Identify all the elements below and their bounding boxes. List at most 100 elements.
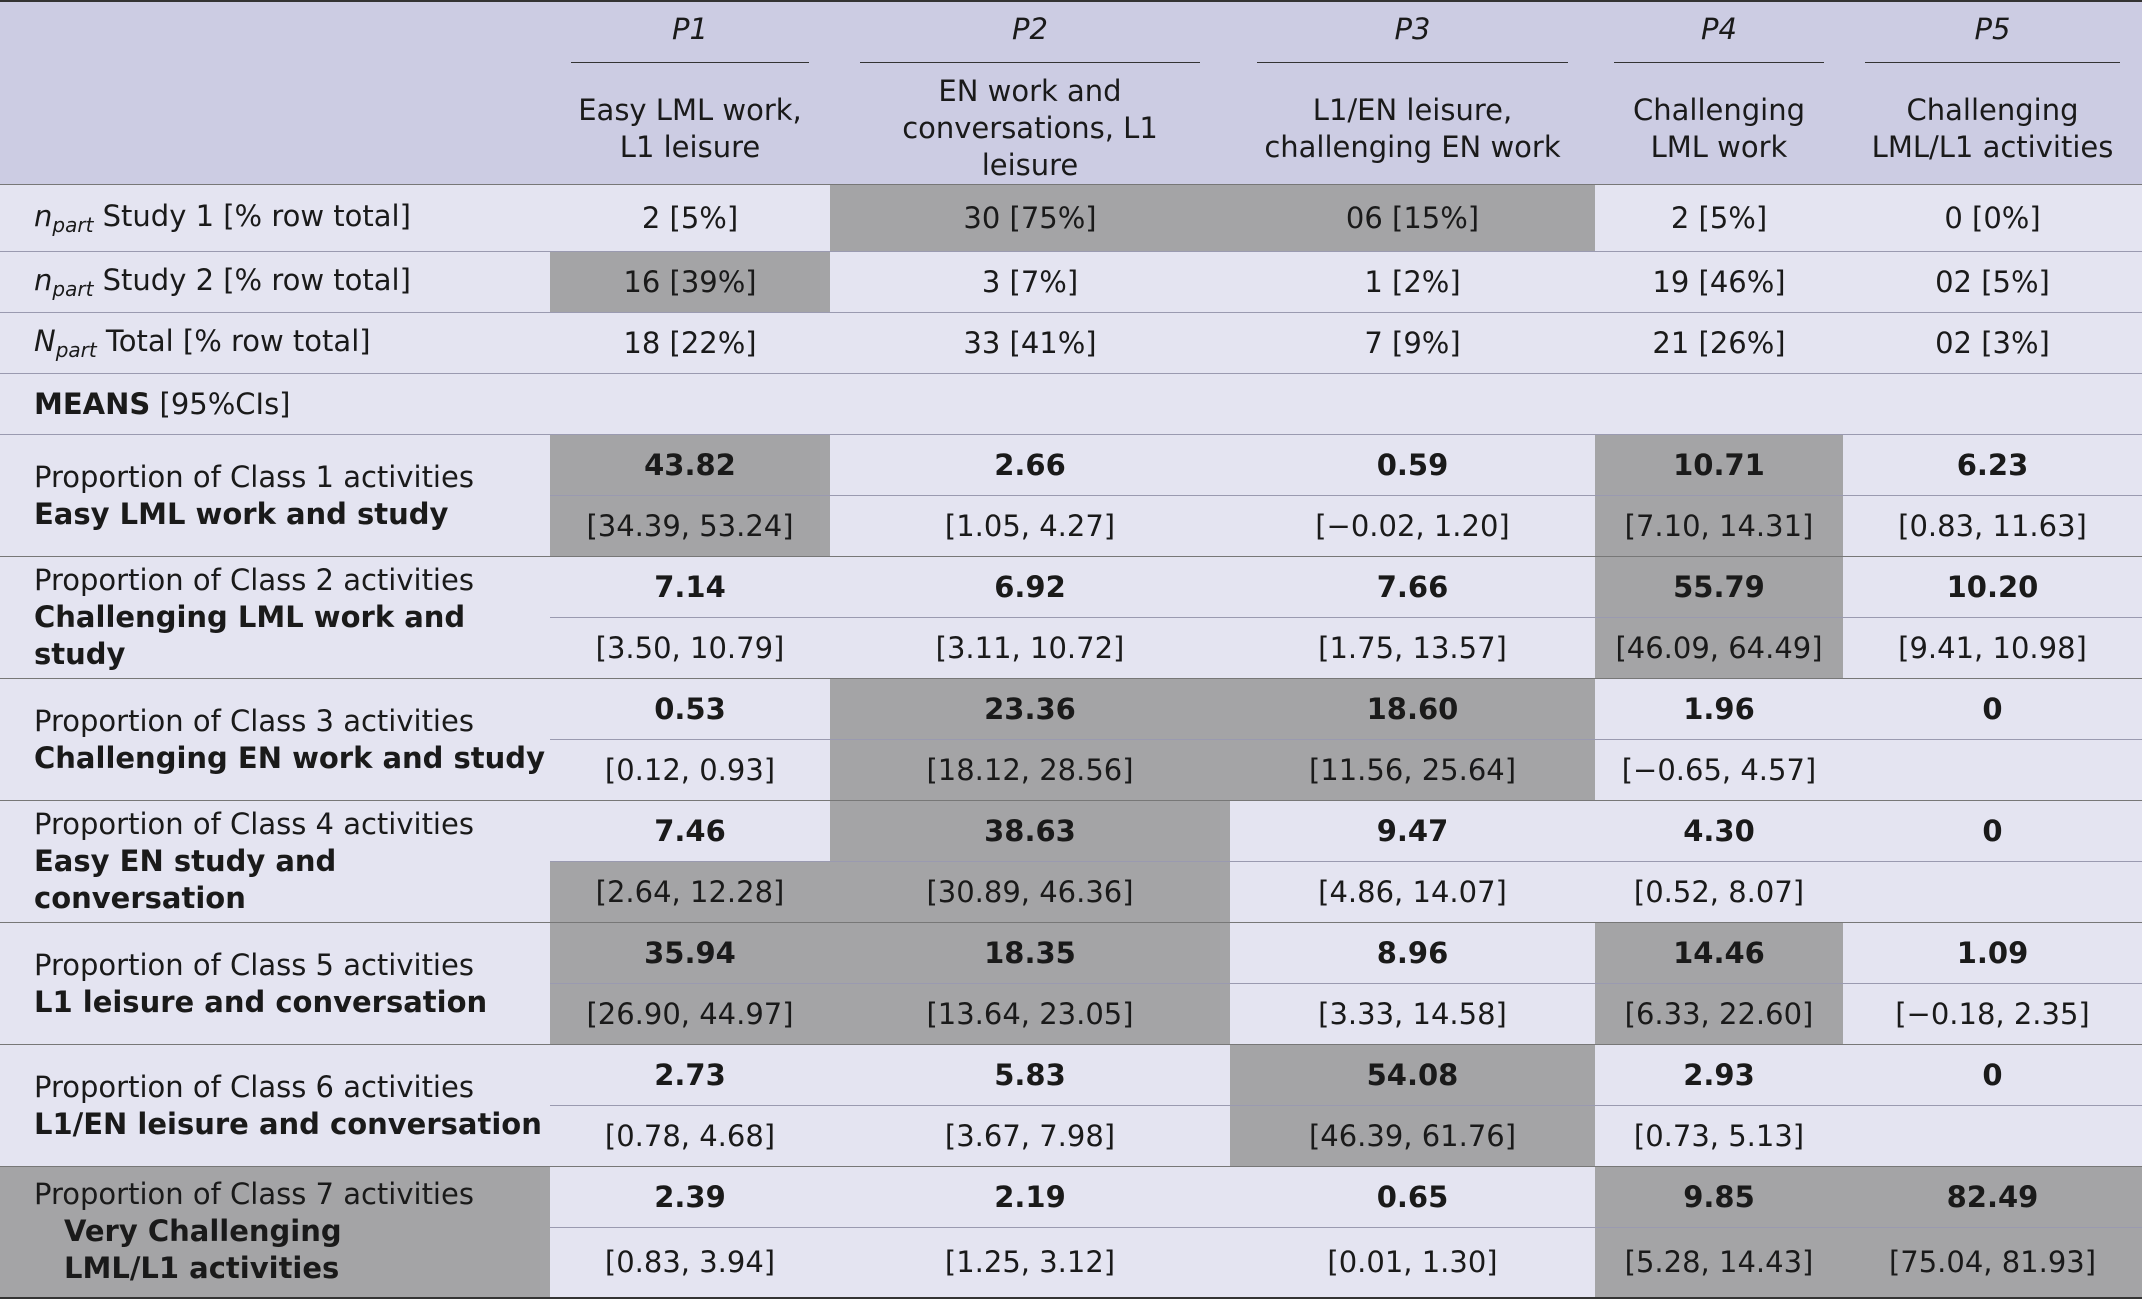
mean-cell: 0 <box>1843 800 2142 862</box>
ci-cell: [26.90, 44.97] <box>550 983 830 1045</box>
ci-cell: [0.83, 3.94] <box>550 1227 830 1298</box>
col-desc-p3: L1/EN leisure, challenging EN work <box>1264 92 1561 164</box>
ci-cell: [1.25, 3.12] <box>830 1227 1230 1298</box>
mean-cell: 23.36 <box>830 678 1230 740</box>
ci-cell: [4.86, 14.07] <box>1230 861 1595 923</box>
mean-cell: 4.30 <box>1595 800 1843 862</box>
count-cell: 02 [5%] <box>1843 251 2142 313</box>
ci-cell: [1.75, 13.57] <box>1230 617 1595 679</box>
ci-cell: [0.73, 5.13] <box>1595 1105 1843 1167</box>
count-cell: 3 [7%] <box>830 251 1230 313</box>
ci-cell: [3.50, 10.79] <box>550 617 830 679</box>
col-code-p5: P5 <box>1843 1 2142 73</box>
col-code-p4: P4 <box>1595 1 1843 73</box>
col-desc-p4: Challenging LML work <box>1633 92 1805 164</box>
count-cell: 18 [22%] <box>550 312 830 374</box>
mean-cell: 10.20 <box>1843 556 2142 618</box>
mean-cell: 8.96 <box>1230 922 1595 984</box>
count-cell: 19 [46%] <box>1595 251 1843 313</box>
count-cell: 7 [9%] <box>1230 312 1595 374</box>
count-cell: 0 [0%] <box>1843 184 2142 252</box>
ci-cell: [3.67, 7.98] <box>830 1105 1230 1167</box>
header-corner <box>0 1 550 73</box>
class-label: Proportion of Class 5 activities L1 leisu… <box>0 922 550 1045</box>
ci-cell: [34.39, 53.24] <box>550 495 830 557</box>
ci-cell: [3.33, 14.58] <box>1230 983 1595 1045</box>
col-code-p2: P2 <box>830 1 1230 73</box>
ci-cell: [46.09, 64.49] <box>1595 617 1843 679</box>
count-cell: 1 [2%] <box>1230 251 1595 313</box>
ci-cell <box>1843 1105 2142 1167</box>
mean-cell: 1.09 <box>1843 922 2142 984</box>
mean-cell: 43.82 <box>550 434 830 496</box>
ci-cell: [9.41, 10.98] <box>1843 617 2142 679</box>
ci-cell: [13.64, 23.05] <box>830 983 1230 1045</box>
mean-cell: 0 <box>1843 678 2142 740</box>
mean-cell: 55.79 <box>1595 556 1843 618</box>
means-heading: MEANS [95%CIs] <box>0 373 2142 435</box>
ci-cell: [46.39, 61.76] <box>1230 1105 1595 1167</box>
count-cell: 30 [75%] <box>830 184 1230 252</box>
count-row-label: Npart Total [% row total] <box>0 312 550 374</box>
mean-cell: 14.46 <box>1595 922 1843 984</box>
mean-cell: 0.59 <box>1230 434 1595 496</box>
count-cell: 06 [15%] <box>1230 184 1595 252</box>
ci-cell: [2.64, 12.28] <box>550 861 830 923</box>
ci-cell: [75.04, 81.93] <box>1843 1227 2142 1298</box>
count-row-label: npart Study 1 [% row total] <box>0 184 550 252</box>
mean-cell: 35.94 <box>550 922 830 984</box>
ci-cell <box>1843 739 2142 801</box>
col-code-p1: P1 <box>550 1 830 73</box>
ci-cell: [0.12, 0.93] <box>550 739 830 801</box>
ci-cell: [11.56, 25.64] <box>1230 739 1595 801</box>
count-row-label: npart Study 2 [% row total] <box>0 251 550 313</box>
mean-cell: 82.49 <box>1843 1166 2142 1228</box>
count-cell: 16 [39%] <box>550 251 830 313</box>
class-label: Proportion of Class 4 activities Easy EN … <box>0 800 550 923</box>
mean-cell: 18.60 <box>1230 678 1595 740</box>
mean-cell: 38.63 <box>830 800 1230 862</box>
class-label: Proportion of Class 1 activities Easy LML… <box>0 434 550 557</box>
mean-cell: 7.14 <box>550 556 830 618</box>
ci-cell: [−0.65, 4.57] <box>1595 739 1843 801</box>
mean-cell: 7.46 <box>550 800 830 862</box>
col-desc-p1: Easy LML work, L1 leisure <box>578 92 802 164</box>
ci-cell: [7.10, 14.31] <box>1595 495 1843 557</box>
ci-cell: [0.78, 4.68] <box>550 1105 830 1167</box>
ci-cell: [30.89, 46.36] <box>830 861 1230 923</box>
ci-cell: [6.33, 22.60] <box>1595 983 1843 1045</box>
count-cell: 21 [26%] <box>1595 312 1843 374</box>
ci-cell: [0.01, 1.30] <box>1230 1227 1595 1298</box>
mean-cell: 9.47 <box>1230 800 1595 862</box>
mean-cell: 9.85 <box>1595 1166 1843 1228</box>
ci-cell: [5.28, 14.43] <box>1595 1227 1843 1298</box>
mean-cell: 6.92 <box>830 556 1230 618</box>
ci-cell: [0.83, 11.63] <box>1843 495 2142 557</box>
mean-cell: 54.08 <box>1230 1044 1595 1106</box>
count-cell: 2 [5%] <box>1595 184 1843 252</box>
mean-cell: 10.71 <box>1595 434 1843 496</box>
count-cell: 02 [3%] <box>1843 312 2142 374</box>
mean-cell: 0.65 <box>1230 1166 1595 1228</box>
col-desc-p5: Challenging LML/L1 activities <box>1871 92 2114 164</box>
col-code-p3: P3 <box>1230 1 1595 73</box>
ci-cell: [−0.02, 1.20] <box>1230 495 1595 557</box>
count-cell: 2 [5%] <box>550 184 830 252</box>
class-label: Proportion of Class 7 activities Very Cha… <box>0 1166 550 1298</box>
mean-cell: 0 <box>1843 1044 2142 1106</box>
mean-cell: 2.39 <box>550 1166 830 1228</box>
mean-cell: 5.83 <box>830 1044 1230 1106</box>
mean-cell: 1.96 <box>1595 678 1843 740</box>
ci-cell: [−0.18, 2.35] <box>1843 983 2142 1045</box>
mean-cell: 2.93 <box>1595 1044 1843 1106</box>
ci-cell: [1.05, 4.27] <box>830 495 1230 557</box>
mean-cell: 6.23 <box>1843 434 2142 496</box>
class-label: Proportion of Class 6 activities L1/EN le… <box>0 1044 550 1167</box>
count-cell: 33 [41%] <box>830 312 1230 374</box>
mean-cell: 7.66 <box>1230 556 1595 618</box>
mean-cell: 2.19 <box>830 1166 1230 1228</box>
col-desc-p2: EN work and conversations, L1 leisure <box>902 74 1158 182</box>
ci-cell: [3.11, 10.72] <box>830 617 1230 679</box>
class-label: Proportion of Class 3 activities Challeng… <box>0 678 550 801</box>
